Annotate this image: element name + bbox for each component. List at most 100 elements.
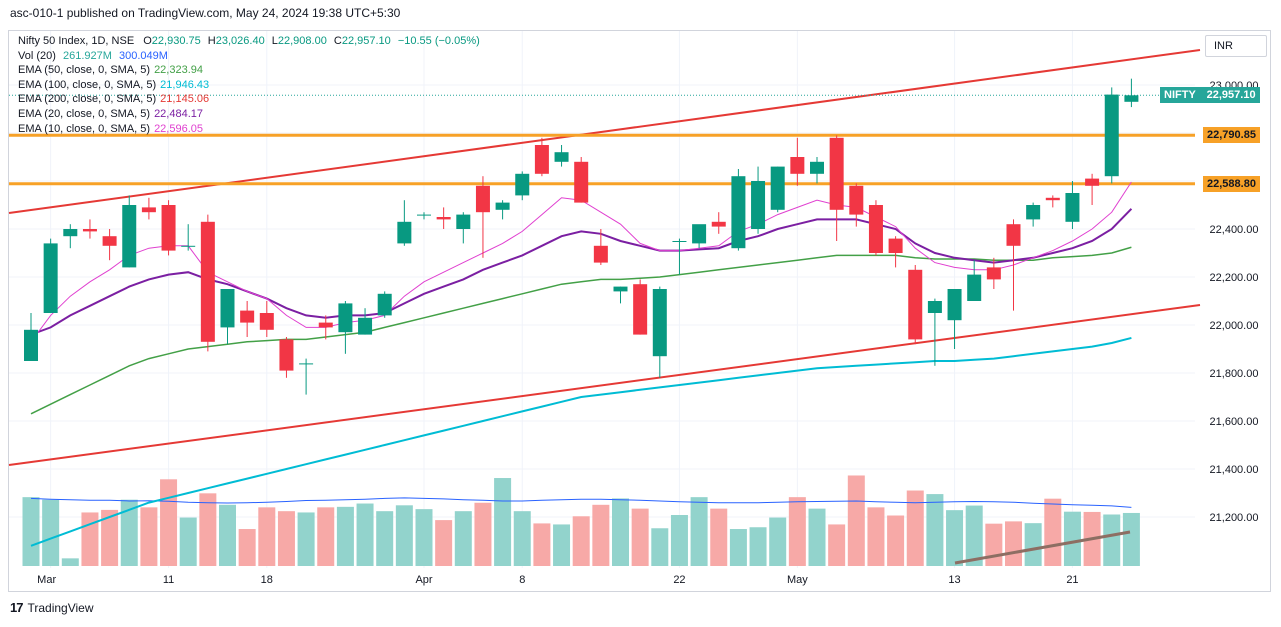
candle [200,214,215,352]
volume-bar [533,523,551,566]
candle-body [318,322,333,328]
legend-ema-10: EMA (10, close, 0, SMA, 5) 22,596.05 [18,122,480,137]
volume-ma-value: 300.049M [118,49,168,62]
volume-bar [356,503,374,566]
candle-body [1006,224,1021,246]
candle [240,301,255,337]
candle-body [279,339,294,371]
candle-body [456,214,471,229]
level-tag-lower: 22,588.80 [1203,175,1260,192]
symbol-label: Nifty 50 Index, 1D, NSE [18,35,135,47]
volume-bar [140,507,158,566]
candle [751,166,766,234]
candle-body [43,243,58,313]
candle [495,200,510,220]
candle [534,137,549,177]
volume-bar [81,512,99,566]
volume-bar [965,505,983,566]
volume-bar [1044,498,1062,566]
candle-body [908,269,923,340]
candle-body [1124,95,1139,102]
candle-body [986,267,1001,280]
volume-bar [985,523,1003,566]
time-tick-label: May [787,574,808,586]
volume-bar [336,506,354,566]
volume-bar [1063,511,1081,566]
level-upper-value: 22,790.85 [1207,129,1256,142]
candle [161,200,176,256]
footer-brand[interactable]: 17 TradingView [10,600,94,615]
candle [141,197,156,220]
last-price-value: 22,957.10 [1206,89,1256,102]
volume-bar [199,493,217,566]
candle [377,291,392,318]
ema-20-line [30,208,1133,336]
candle [358,308,373,335]
candle-body [1085,178,1100,186]
candle-body [200,221,215,342]
volume-bar [435,520,453,566]
candle-body [751,181,766,229]
volume-bar [120,499,138,566]
candle-body [1104,94,1119,177]
level-lower-value: 22,588.80 [1207,177,1256,190]
candle-body [692,224,707,244]
candle [417,212,431,220]
candle [122,195,137,268]
ema-50-value: 22,323.94 [154,64,203,77]
level-tag-upper: 22,790.85 [1203,127,1260,144]
candle-body [849,185,864,215]
volume-bar [22,497,40,566]
candle [868,200,883,256]
price-tick-label: 21,200.00 [1210,512,1259,524]
candle-body [122,205,137,268]
volume-bar [219,504,236,566]
volume-bar [769,517,787,566]
candle-body [1026,205,1041,220]
candle [318,315,333,340]
volume-bar [258,507,276,566]
price-tick-label: 22,400.00 [1210,224,1259,236]
volume-bar [887,515,905,566]
candle-body [338,303,353,333]
candle [43,238,58,313]
tradingview-brand-text: TradingView [27,600,94,615]
volume-bar [1005,521,1022,566]
price-axis: 21,200.00 21,400.00 21,600.00 21,800.00 22,0… [1210,80,1259,524]
volume-bar [238,529,256,566]
volume-bar [277,511,295,566]
ema-lines [30,181,1133,547]
volume-bar [867,507,885,566]
currency-selector[interactable]: INR [1205,35,1267,57]
candle [456,212,471,244]
lower-trendline [8,304,1201,466]
candle-body [436,217,451,220]
ema-50-label: EMA (50, close, 0, SMA, 5) [18,64,151,77]
price-tick-label: 21,400.00 [1210,464,1259,476]
price-tick-label: 22,200.00 [1210,272,1259,284]
candle-body [63,229,78,237]
candle-body [102,236,117,246]
candle-body [299,363,314,365]
time-tick-label: Mar [37,574,56,586]
volume-trendline [954,530,1131,565]
legend-ema-100: EMA (100, close, 0, SMA, 5) 21,946.43 [18,78,480,93]
volume-bars [22,475,1140,566]
candle [279,337,294,378]
ema-20-value: 22,484.17 [154,107,203,120]
price-tick-label: 21,800.00 [1210,368,1259,380]
candle-body [554,152,569,162]
candle-body [652,289,667,357]
volume-bar [179,517,197,566]
candle [220,289,235,345]
candle-body [377,293,392,316]
upper-trendline [8,49,1201,214]
ema-20-label: EMA (20, close, 0, SMA, 5) [18,107,151,120]
volume-bar [926,494,944,566]
candle [652,286,667,378]
candle [1085,173,1100,205]
candle [63,224,78,249]
legend-symbol-row: Nifty 50 Index, 1D, NSE O22,930.75 H23,0… [18,34,480,49]
candles [24,78,1139,395]
